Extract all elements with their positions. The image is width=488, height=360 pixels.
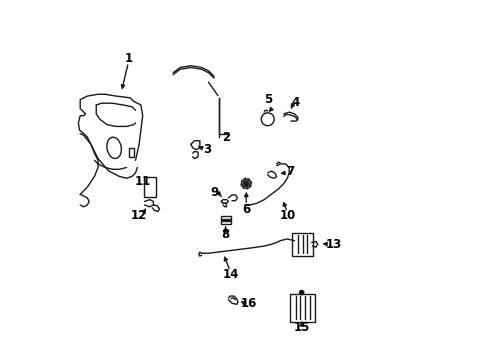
Text: 7: 7 [285,165,294,178]
Text: 16: 16 [240,297,257,310]
FancyBboxPatch shape [290,294,314,322]
Text: 15: 15 [293,321,309,334]
Text: 11: 11 [134,175,150,188]
Text: 2: 2 [222,131,230,144]
Text: 8: 8 [221,228,229,241]
Text: 5: 5 [263,93,271,106]
Text: 14: 14 [222,268,239,281]
FancyBboxPatch shape [143,177,156,197]
Text: 4: 4 [291,96,299,109]
Text: 6: 6 [242,203,250,216]
Text: 1: 1 [124,52,132,65]
Text: 9: 9 [209,186,218,199]
Text: 13: 13 [325,238,341,251]
FancyBboxPatch shape [128,148,134,157]
Text: 10: 10 [279,209,295,222]
Circle shape [299,291,303,295]
FancyBboxPatch shape [291,233,312,256]
Text: 3: 3 [203,143,211,156]
Text: 12: 12 [131,209,147,222]
FancyBboxPatch shape [220,216,230,224]
